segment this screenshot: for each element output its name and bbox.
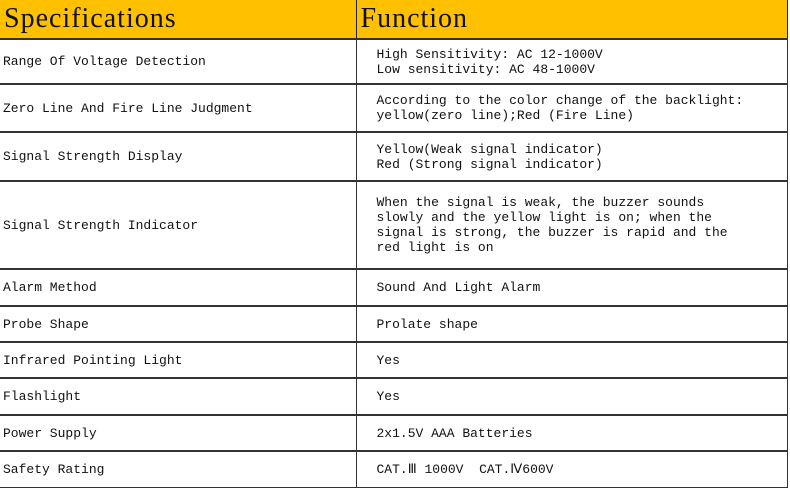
- function-cell: Yellow(Weak signal indicator) Red (Strong…: [355, 131, 788, 182]
- function-line: CAT.Ⅲ 1000V CAT.Ⅳ600V: [376, 461, 554, 477]
- function-cell: High Sensitivity: AC 12-1000V Low sensiti…: [355, 38, 788, 85]
- spec-cell: Probe Shape: [0, 305, 357, 343]
- function-cell: 2x1.5V AAA Batteries: [355, 414, 788, 452]
- function-line: Red (Strong signal indicator): [376, 156, 603, 172]
- spec-cell: Safety Rating: [0, 450, 357, 488]
- table-row: Zero Line And Fire Line Judgment Accordin…: [0, 83, 788, 133]
- function-line: signal is strong, the buzzer is rapid an…: [376, 225, 728, 240]
- function-cell: When the signal is weak, the buzzer soun…: [355, 180, 788, 270]
- function-cell: CAT.Ⅲ 1000V CAT.Ⅳ600V: [355, 450, 788, 488]
- table-row: Infrared Pointing Light Yes: [0, 341, 788, 379]
- function-line: When the signal is weak, the buzzer soun…: [376, 195, 705, 210]
- spec-cell: Signal Strength Indicator: [0, 180, 357, 270]
- function-line: Yellow(Weak signal indicator): [376, 141, 603, 157]
- function-line: Low sensitivity: AC 48-1000V: [376, 61, 595, 77]
- function-line: slowly and the yellow light is on; when …: [376, 210, 712, 225]
- function-line: 2x1.5V AAA Batteries: [376, 425, 533, 441]
- function-cell: Yes: [355, 377, 788, 416]
- function-line: According to the color change of the bac…: [376, 93, 744, 108]
- table-row: Range Of Voltage Detection High Sensitivi…: [0, 38, 788, 85]
- function-line: red light is on: [376, 240, 494, 255]
- specifications-header: Specifications: [0, 0, 357, 40]
- function-line: Yes: [376, 352, 400, 368]
- table-row: Alarm Method Sound And Light Alarm: [0, 268, 788, 307]
- table-row: Probe Shape Prolate shape: [0, 305, 788, 343]
- spec-cell: Zero Line And Fire Line Judgment: [0, 83, 357, 133]
- table-row: Flashlight Yes: [0, 377, 788, 416]
- function-line: yellow(zero line);Red (Fire Line): [376, 108, 634, 123]
- header-row: Specifications Function: [0, 0, 788, 40]
- function-line: Prolate shape: [376, 316, 478, 332]
- function-cell: Sound And Light Alarm: [355, 268, 788, 307]
- table-row: Signal Strength Display Yellow(Weak signa…: [0, 131, 788, 182]
- function-cell: According to the color change of the bac…: [355, 83, 788, 133]
- spec-cell: Alarm Method: [0, 268, 357, 307]
- function-line: Sound And Light Alarm: [376, 280, 541, 295]
- table-row: Power Supply 2x1.5V AAA Batteries: [0, 414, 788, 452]
- function-cell: Prolate shape: [355, 305, 788, 343]
- function-line: Yes: [376, 389, 400, 404]
- function-cell: Yes: [355, 341, 788, 379]
- spec-cell: Range Of Voltage Detection: [0, 38, 357, 85]
- table-row: Safety Rating CAT.Ⅲ 1000V CAT.Ⅳ600V: [0, 450, 788, 488]
- spec-cell: Power Supply: [0, 414, 357, 452]
- spec-cell: Signal Strength Display: [0, 131, 357, 182]
- spec-cell: Flashlight: [0, 377, 357, 416]
- spec-cell: Infrared Pointing Light: [0, 341, 357, 379]
- function-line: High Sensitivity: AC 12-1000V: [376, 46, 603, 62]
- function-header: Function: [355, 0, 788, 40]
- table-row: Signal Strength Indicator When the signal…: [0, 180, 788, 270]
